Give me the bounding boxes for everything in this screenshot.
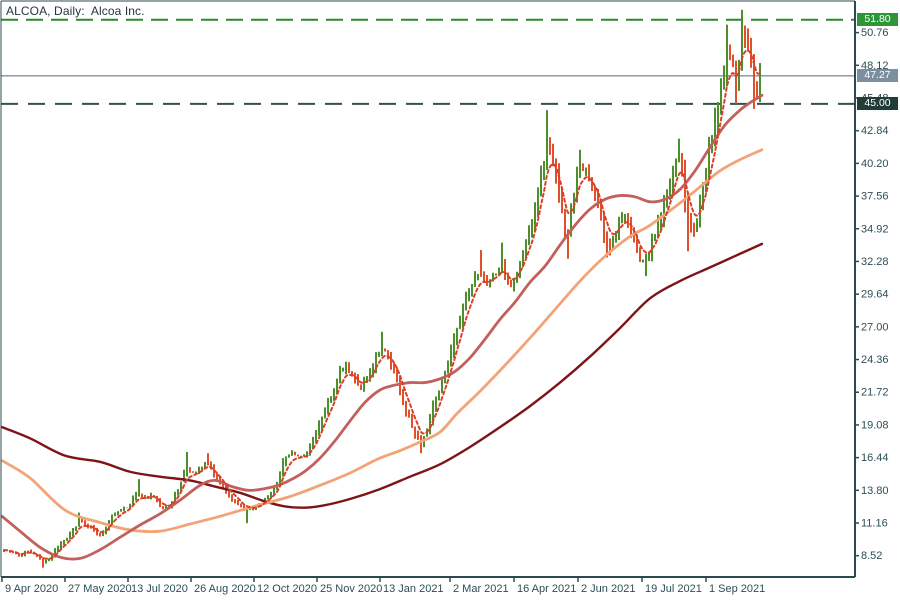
x-axis-date-scale: 9 Apr 2020 27 May 2020 13 Jul 2020 26 Aug 2…	[1, 577, 765, 595]
level-price-badge-alert[interactable]: 45.00	[857, 97, 898, 111]
svg-text:27 May 2020: 27 May 2020	[68, 583, 132, 595]
y-axis-price-scale: 50.7648.1245.4842.8440.2037.5634.9232.28…	[855, 27, 889, 562]
svg-text:19.08: 19.08	[861, 419, 889, 431]
svg-text:8.52: 8.52	[861, 550, 882, 562]
chart-symbol-title: ALCOA, Daily: Alcoa Inc.	[6, 4, 145, 18]
svg-text:2 Jun 2021: 2 Jun 2021	[581, 583, 635, 595]
svg-text:26 Aug 2020: 26 Aug 2020	[194, 583, 256, 595]
svg-text:34.92: 34.92	[861, 223, 889, 235]
svg-text:11.16: 11.16	[861, 518, 888, 530]
level-price-badge-high[interactable]: 51.80	[857, 13, 898, 27]
price-level-lines	[1, 18, 855, 105]
ma-slowest	[0, 242, 764, 509]
svg-text:12 Oct 2020: 12 Oct 2020	[257, 583, 317, 595]
svg-text:27.00: 27.00	[861, 321, 889, 333]
svg-text:19 Jul 2021: 19 Jul 2021	[645, 583, 702, 595]
svg-text:25 Nov 2020: 25 Nov 2020	[320, 583, 382, 595]
svg-text:48.12: 48.12	[861, 60, 889, 72]
svg-text:50.76: 50.76	[861, 27, 889, 39]
svg-text:13.80: 13.80	[861, 485, 889, 497]
svg-text:37.56: 37.56	[861, 191, 889, 203]
svg-text:40.20: 40.20	[861, 158, 889, 170]
last-price-badge: 47.27	[857, 69, 898, 83]
svg-text:16 Apr 2021: 16 Apr 2021	[517, 583, 576, 595]
svg-text:9 Apr 2020: 9 Apr 2020	[5, 583, 58, 595]
svg-text:16.44: 16.44	[861, 452, 889, 464]
ma-fast-dashed	[3, 49, 761, 560]
svg-text:13 Jan 2021: 13 Jan 2021	[383, 583, 444, 595]
svg-text:1 Sep 2021: 1 Sep 2021	[709, 583, 765, 595]
svg-text:29.64: 29.64	[861, 289, 889, 301]
svg-text:21.72: 21.72	[861, 387, 889, 399]
svg-text:32.28: 32.28	[861, 256, 889, 268]
price-bars	[3, 9, 761, 568]
svg-text:13 Jul 2020: 13 Jul 2020	[131, 583, 188, 595]
svg-text:2 Mar 2021: 2 Mar 2021	[453, 583, 509, 595]
ma-medium	[0, 93, 764, 561]
svg-text:42.84: 42.84	[861, 125, 889, 137]
chart-frame	[0, 0, 856, 578]
ma-slow	[0, 148, 764, 534]
svg-text:24.36: 24.36	[861, 354, 889, 366]
